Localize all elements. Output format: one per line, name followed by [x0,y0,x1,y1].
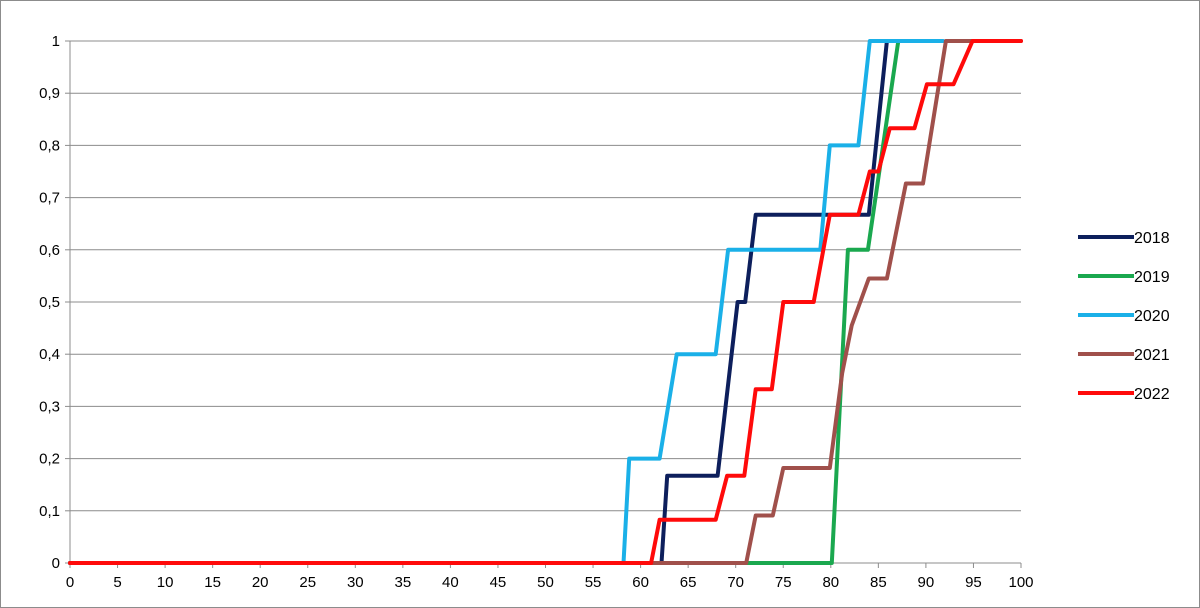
x-tick-label: 65 [680,574,697,591]
x-tick-label: 5 [113,574,121,591]
x-tick-label: 100 [1008,574,1033,591]
y-tick-label: 0,4 [39,346,60,363]
legend-label-2018: 2018 [1134,230,1170,247]
legend-label-2022: 2022 [1134,386,1170,403]
series-line-2021 [68,39,1023,565]
y-tick-label: 0,1 [39,503,60,520]
legend-label-2021: 2021 [1134,347,1170,364]
x-tick-label: 85 [870,574,887,591]
x-tick-label: 95 [965,574,982,591]
x-tick-label: 90 [918,574,935,591]
y-tick-label: 0,9 [39,85,60,102]
y-tick-label: 0,7 [39,190,60,207]
legend-label-2020: 2020 [1134,308,1170,325]
tick-labels: 00,10,20,30,40,50,60,70,80,910 5 10 15 20 25 3… [39,33,1033,591]
y-tick-label: 0,6 [39,242,60,259]
x-tick-label: 10 [157,574,174,591]
y-tick-label: 0 [52,555,60,572]
series-line-2020 [68,39,945,565]
x-tick-label: 75 [775,574,792,591]
legend: 2018 2019 2020 2021 2022 [1078,230,1170,403]
series-lines [68,39,1023,565]
x-tick-label: 20 [252,574,269,591]
series-line-2022 [68,39,1023,565]
x-tick-label: 50 [537,574,554,591]
x-tick-label: 70 [727,574,744,591]
legend-label-2019: 2019 [1134,269,1170,286]
y-tick-label: 0,8 [39,137,60,154]
y-tick-label: 0,3 [39,398,60,415]
x-tick-label: 0 [66,574,74,591]
y-tick-label: 1 [52,33,60,50]
x-tick-label: 40 [442,574,459,591]
x-tick-label: 15 [204,574,221,591]
x-tick-label: 45 [490,574,507,591]
x-tick-label: 35 [395,574,412,591]
y-tick-label: 0,5 [39,294,60,311]
y-tick-label: 0,2 [39,451,60,468]
x-tick-label: 80 [822,574,839,591]
x-tick-label: 30 [347,574,364,591]
x-tick-label: 55 [585,574,602,591]
x-tick-label: 60 [632,574,649,591]
x-tick-label: 25 [299,574,316,591]
